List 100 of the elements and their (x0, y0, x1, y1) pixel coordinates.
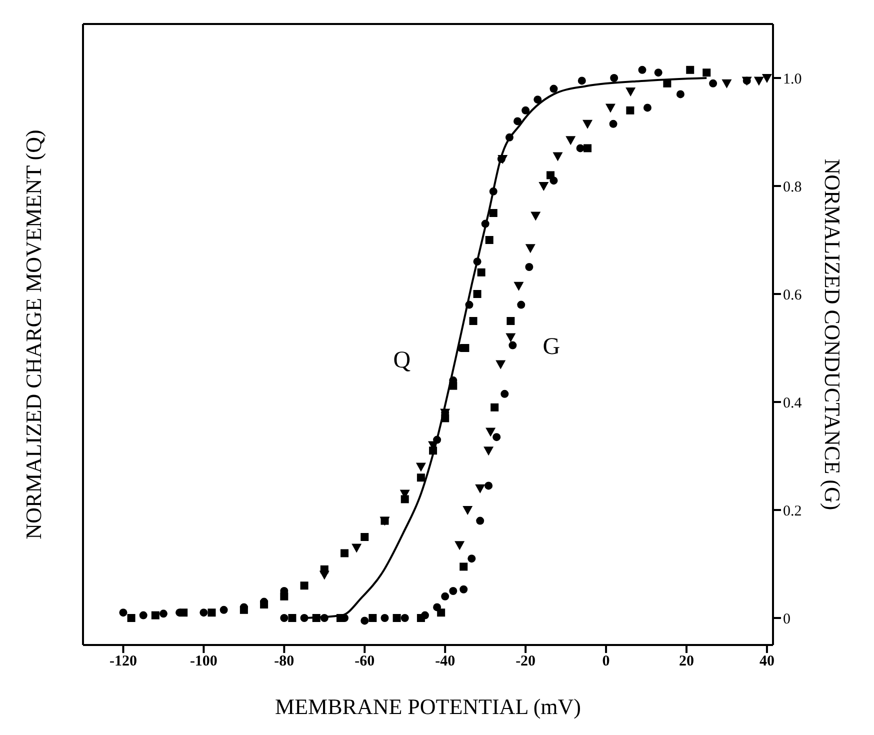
point (360, 616, 369, 625)
point (288, 614, 296, 622)
point (522, 106, 530, 114)
point (552, 152, 563, 162)
point (392, 614, 401, 622)
y-tick-label: 0.8 (783, 179, 802, 196)
point (340, 549, 349, 558)
point (320, 614, 328, 622)
annotation: Q (393, 347, 411, 374)
point (280, 614, 288, 622)
y-tick-label: 0.2 (783, 503, 802, 520)
point (473, 258, 482, 266)
point (498, 155, 508, 164)
point (119, 608, 128, 617)
point (605, 104, 616, 113)
point (454, 541, 465, 550)
y-tick-label: 0.6 (783, 287, 802, 304)
point (460, 562, 468, 571)
point (460, 585, 468, 594)
x-tick-label: 20 (679, 654, 694, 670)
point (465, 300, 474, 309)
point (127, 614, 136, 622)
x-tick-label: -40 (435, 654, 456, 670)
y-tick-label: 1.0 (783, 71, 802, 88)
point (514, 282, 524, 291)
point (462, 506, 473, 515)
point (441, 592, 450, 600)
point (180, 608, 188, 617)
point (496, 360, 506, 370)
point (626, 106, 634, 114)
point (530, 212, 541, 221)
point (500, 390, 509, 398)
point (300, 614, 308, 622)
point (400, 614, 409, 622)
point (260, 600, 268, 608)
point (468, 554, 476, 563)
point (477, 268, 486, 276)
point (517, 300, 526, 309)
point (208, 608, 216, 617)
point (300, 582, 308, 590)
x-tick-label: -60 (354, 654, 375, 670)
point (550, 84, 558, 93)
annotation: G (542, 334, 560, 360)
point (514, 117, 522, 126)
point (676, 90, 684, 98)
point (582, 120, 593, 129)
y-axis-title: NORMALIZED CHARGE MOVEMENT (Q) (20, 130, 46, 540)
point (638, 66, 646, 74)
point (200, 608, 208, 617)
point (578, 76, 586, 85)
point (538, 182, 549, 191)
point (475, 484, 486, 494)
point (584, 144, 592, 152)
point (686, 66, 694, 74)
point (336, 614, 344, 622)
point (280, 592, 288, 600)
point (416, 462, 426, 472)
point (489, 209, 498, 217)
point (485, 236, 494, 244)
point (722, 79, 732, 88)
point (506, 333, 516, 342)
point (762, 74, 772, 83)
point (702, 68, 711, 77)
point (654, 68, 662, 77)
point (469, 317, 478, 325)
x-tick-label: -20 (516, 654, 536, 670)
point (352, 544, 362, 553)
point (754, 76, 764, 86)
point (610, 74, 618, 82)
point (240, 606, 248, 614)
point (626, 88, 636, 96)
x-axis-title: MEMBRANE POTENTIAL (mV) (275, 694, 581, 719)
point (476, 516, 484, 525)
point (534, 96, 542, 104)
point (709, 79, 718, 88)
point (492, 433, 501, 442)
point (609, 120, 618, 128)
point (416, 474, 425, 482)
point (220, 606, 228, 614)
point (525, 244, 536, 254)
point (663, 79, 672, 88)
x-tick-label: 0 (602, 654, 610, 670)
x-tick-label: -80 (274, 654, 294, 670)
point (461, 344, 470, 352)
x-tick-label: 40 (759, 654, 774, 670)
point (151, 611, 160, 620)
point (416, 614, 425, 622)
point (473, 290, 482, 298)
point (368, 614, 377, 622)
point (484, 446, 494, 456)
point (508, 341, 517, 350)
point (506, 317, 515, 325)
y-tick-label: 0.4 (783, 395, 802, 412)
point (312, 614, 320, 622)
point (159, 610, 168, 618)
x-tick-label: -100 (190, 654, 218, 670)
point (490, 403, 499, 412)
point (449, 382, 458, 390)
x-tick-label: -120 (109, 654, 137, 670)
point (566, 136, 576, 146)
